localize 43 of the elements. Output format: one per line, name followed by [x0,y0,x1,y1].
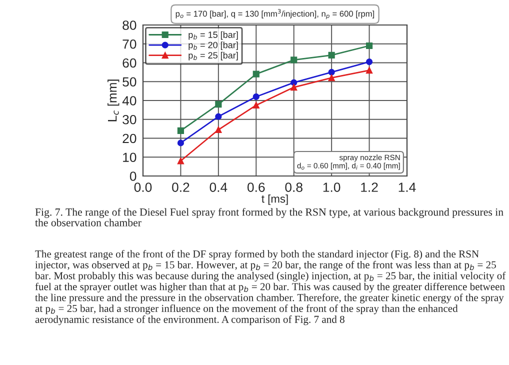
point [290,79,298,86]
point [328,74,335,82]
legend-label: p$_{b}$ = 15 [bar] [188,31,238,40]
legend-label: p$_{b}$ = 20 [bar] [188,42,238,50]
legend-label: p$_{b}$ = 25 [bar] [188,52,238,60]
point [366,42,373,50]
point [328,52,335,58]
point [215,113,222,120]
y-tick-label: 70 [122,39,136,49]
x-axis-title: t [ms] [262,194,288,205]
y-tick-label: 50 [122,77,136,87]
x-tick-label: 0.8 [285,182,302,192]
x-tick-label: 1.2 [361,182,378,192]
point [328,68,335,76]
point [252,93,260,100]
point [290,84,298,91]
point [177,127,184,134]
x-tick-label: 1.4 [398,182,416,192]
point [215,126,222,134]
x-tick-label: 0.2 [172,182,190,192]
x-tick-label: 1.0 [323,182,340,192]
point [366,58,373,66]
y-tick-label: 40 [122,96,136,106]
caption: Fig. 7. The range of the Diesel Fuel spray front formed by the RSN type, at various background pressures in the observation chamber [35,208,504,226]
point [177,140,184,146]
x-tick-label: 0.0 [134,182,152,192]
point [366,67,373,74]
y-tick-label: 0 [130,172,136,181]
x-tick-label: 0.6 [247,182,265,192]
point [252,70,260,78]
point [215,100,222,108]
x-tick-label: 0.4 [210,182,228,192]
y-tick-label: 20 [122,134,136,144]
text: The greatest range of the front of the DF spray formed by both the standard injector (Fig. 8) and the RSN injector, was observed at p$_{b}$ = 15 bar. However, at p$_{b}$ = 20 bar, the range of the front was less than at p$_{b}$ = 25 bar. Most probably this was because during the analysed (single) injection, at p$_{b}$ = 25 bar, the initial velocity of fuel at the sprayer outlet was higher than that at p$_{b}$ = 20 bar. This was caused by the greater difference between the line pressure and the pressure in the observation chamber. Therefore, the greater kinetic energy of the spray at p$_{b}$ = 25 bar, had a stronger influence on the movement of the front of the spray than the enhanced aerodynamic resistance of the environment. A comparison of Fig. 7 and 8 [35,250,506,326]
y-tick-label: 30 [122,114,136,124]
point [290,56,298,64]
y-tick-label: 10 [123,152,136,162]
chart-title: p$_{o}$ = 170 [bar], q = 130 [mm$^{3}$/injection], n$_{p}$ = 600 [rpm] [176,9,374,20]
y-axis-title: L$_{c}$ [mm] [108,80,120,122]
y-tick-label: 60 [122,58,136,68]
point [177,158,184,164]
y-tick-label: 80 [122,20,136,30]
point [252,102,260,109]
